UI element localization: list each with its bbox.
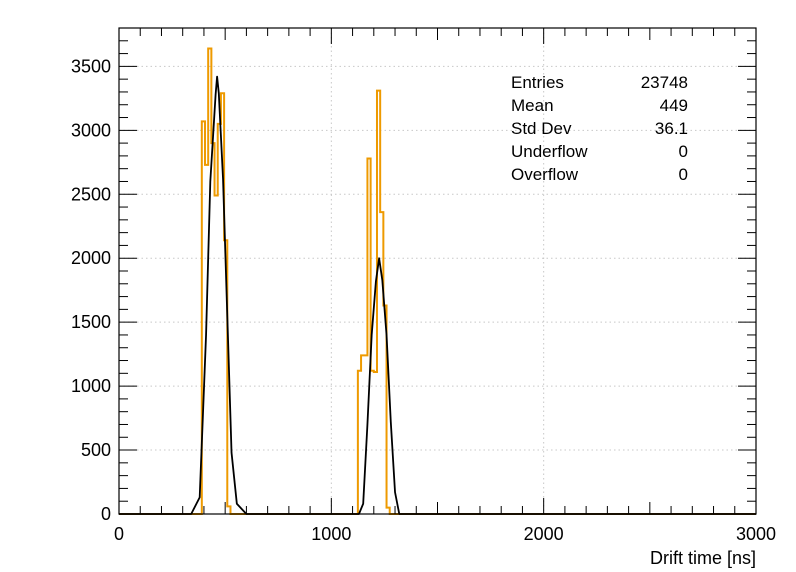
x-tick-label: 0: [114, 524, 124, 544]
axis-ticks: [118, 28, 757, 515]
y-tick-label: 1000: [71, 376, 111, 396]
stats-label: Mean: [511, 96, 554, 115]
stats-label: Overflow: [511, 165, 579, 184]
stats-label: Underflow: [511, 142, 588, 161]
stats-value: 0: [679, 142, 688, 161]
stats-label: Entries: [511, 73, 564, 92]
stats-label: Std Dev: [511, 119, 572, 138]
y-tick-label: 2000: [71, 248, 111, 268]
stats-value: 36.1: [655, 119, 688, 138]
x-axis-title: Drift time [ns]: [650, 548, 756, 568]
y-tick-label: 0: [101, 504, 111, 524]
stats-value: 449: [660, 96, 688, 115]
tick-labels: 0 1000 2000 3000 0 500 1000 1500 2000 2500 3000 350…: [71, 56, 776, 544]
y-tick-label: 500: [81, 440, 111, 460]
y-tick-label: 2500: [71, 184, 111, 204]
stats-value: 0: [679, 165, 688, 184]
y-tick-label: 3000: [71, 120, 111, 140]
y-tick-label: 3500: [71, 56, 111, 76]
y-tick-label: 1500: [71, 312, 111, 332]
stats-value: 23748: [641, 73, 688, 92]
x-tick-label: 3000: [736, 524, 776, 544]
grid: [119, 28, 756, 514]
x-tick-label: 1000: [311, 524, 351, 544]
x-tick-label: 2000: [524, 524, 564, 544]
stats-box: Entries 23748 Mean 449 Std Dev 36.1 Underflow 0…: [511, 73, 688, 184]
